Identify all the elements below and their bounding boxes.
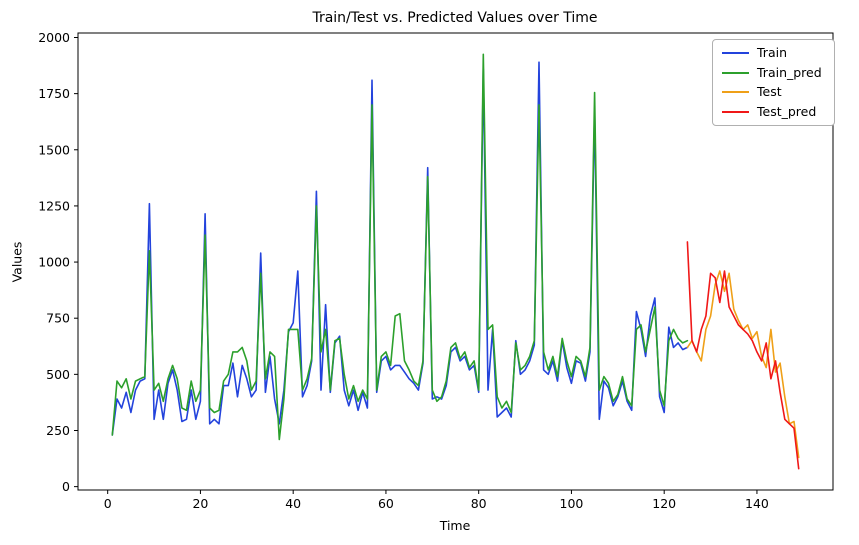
svg-text:80: 80 [471,496,487,511]
legend-item-train-pred: Train_pred [722,64,822,80]
svg-text:140: 140 [745,496,769,511]
legend-label-test-pred: Test_pred [757,103,817,119]
legend-label-train-pred: Train_pred [757,64,822,80]
svg-text:120: 120 [652,496,676,511]
legend-item-test-pred: Test_pred [722,103,822,119]
svg-text:1250: 1250 [38,198,70,213]
chart-title: Train/Test vs. Predicted Values over Tim… [312,10,598,26]
svg-text:1750: 1750 [38,86,70,101]
x-axis-label: Time [439,518,471,533]
svg-text:1000: 1000 [38,255,70,270]
y-axis-label: Values [9,241,25,283]
legend-item-train: Train [722,45,822,60]
legend-line-train-pred [722,71,749,74]
svg-text:250: 250 [46,423,70,438]
svg-text:60: 60 [378,496,394,511]
svg-text:500: 500 [46,367,70,382]
legend-item-test: Test [722,84,822,99]
legend-line-test [722,91,749,94]
svg-text:100: 100 [560,496,584,511]
legend-label-train: Train [757,45,787,60]
svg-text:0: 0 [62,479,70,494]
legend: Train Train_pred Test Test_pred [712,39,835,126]
legend-line-test-pred [722,110,749,113]
legend-label-test: Test [757,84,782,99]
svg-text:0: 0 [104,496,112,511]
svg-text:750: 750 [46,311,70,326]
svg-text:40: 40 [285,496,301,511]
svg-text:20: 20 [192,496,208,511]
svg-text:2000: 2000 [38,30,70,45]
legend-line-train [722,52,749,55]
svg-text:1500: 1500 [38,142,70,157]
